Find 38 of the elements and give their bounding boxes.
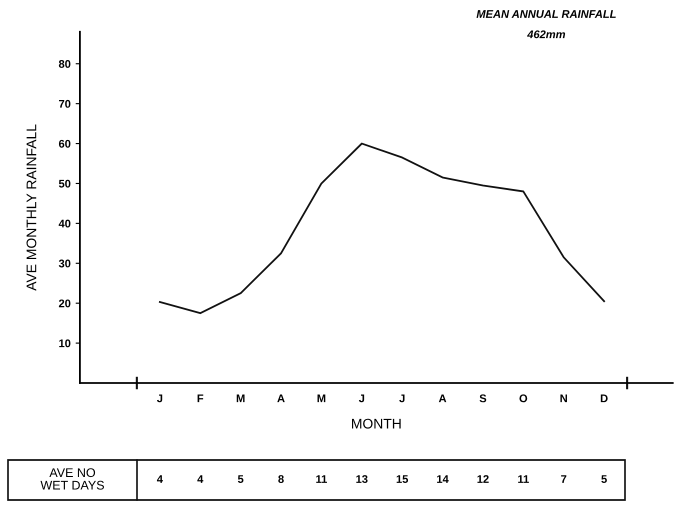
x-tick-label: A: [277, 394, 285, 402]
y-axis-title: AVE MONTHLY RAINFALL: [26, 124, 36, 291]
x-tick-label: J: [358, 394, 364, 402]
line-series: [158, 142, 606, 314]
x-tick-label: J: [156, 394, 162, 402]
x-tick-label: J: [399, 394, 405, 402]
x-tick-label: A: [438, 394, 446, 402]
text: 11: [518, 475, 529, 483]
text: 8: [278, 475, 284, 483]
y-tick-label: 50: [58, 180, 70, 188]
x-tick-label: S: [480, 394, 486, 402]
x-tick-label: O: [519, 394, 528, 402]
x-tick-label: M: [236, 394, 245, 402]
chart-subtitle: 462mm: [527, 30, 566, 38]
text: AVE NO WET DAYS: [40, 468, 104, 490]
y-tick-label: 10: [59, 339, 70, 348]
x-tick-label: N: [560, 394, 567, 402]
y-tick-label: 60: [58, 140, 70, 148]
chart-title: MEAN ANNUAL RAINFALL: [476, 10, 616, 18]
x-tick-label: D: [600, 394, 608, 402]
x-tick-label: F: [198, 394, 204, 402]
y-tick-label: 70: [59, 100, 70, 108]
text: 11: [316, 475, 327, 483]
y-tick-label: 20: [58, 299, 70, 308]
text: 5: [238, 475, 244, 483]
text: 15: [396, 475, 408, 483]
text: 4: [156, 475, 163, 483]
text: 5: [601, 475, 607, 483]
text: 13: [356, 475, 368, 483]
x-tick-label: M: [318, 394, 326, 402]
text: 4: [197, 475, 204, 483]
text: 12: [477, 475, 489, 483]
x-axis-title: MONTH: [352, 418, 401, 429]
y-tick-label: 40: [58, 220, 70, 228]
y-tick-label: 30: [58, 260, 70, 268]
text: 7: [561, 475, 566, 483]
text: 14: [437, 475, 449, 483]
y-tick-label: 80: [58, 60, 70, 68]
